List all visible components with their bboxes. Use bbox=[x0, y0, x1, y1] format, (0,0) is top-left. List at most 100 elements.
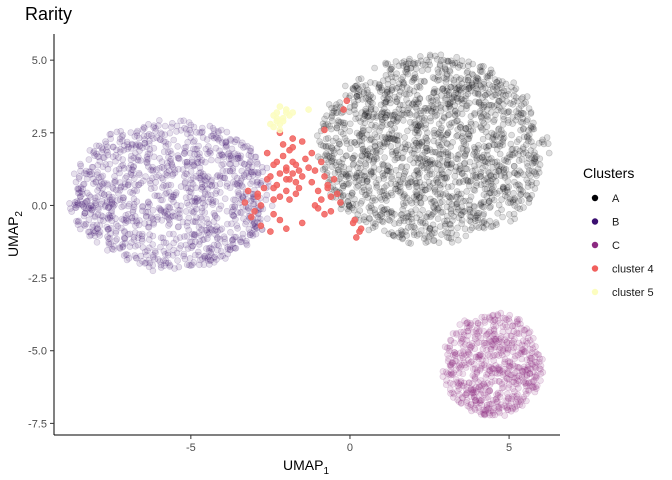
point-b bbox=[149, 163, 156, 171]
point-a bbox=[424, 66, 432, 73]
point-a bbox=[513, 113, 521, 120]
point-a bbox=[471, 203, 478, 211]
point-a bbox=[456, 166, 464, 173]
point-a bbox=[463, 188, 471, 195]
point-a bbox=[507, 199, 514, 206]
point-a bbox=[343, 152, 350, 159]
point-a bbox=[429, 203, 437, 211]
point-a bbox=[523, 118, 531, 125]
point-a bbox=[459, 197, 467, 205]
point-a bbox=[381, 133, 389, 141]
point-a bbox=[493, 162, 501, 169]
point-cluster-5 bbox=[279, 117, 287, 125]
point-a bbox=[374, 213, 382, 221]
point-a bbox=[384, 192, 392, 200]
legend-key-c bbox=[591, 241, 599, 249]
point-a bbox=[381, 109, 388, 116]
point-a bbox=[327, 125, 335, 133]
point-a bbox=[366, 153, 374, 160]
point-a bbox=[362, 107, 370, 115]
point-a bbox=[341, 125, 348, 132]
point-a bbox=[480, 103, 488, 111]
point-b bbox=[77, 167, 84, 175]
point-a bbox=[335, 138, 343, 145]
point-a bbox=[499, 92, 507, 99]
point-a bbox=[530, 119, 537, 127]
point-a bbox=[452, 163, 460, 171]
point-a bbox=[406, 156, 414, 163]
point-a bbox=[517, 109, 525, 117]
point-c bbox=[518, 348, 526, 355]
point-a bbox=[454, 110, 461, 117]
point-a bbox=[395, 219, 403, 227]
point-a bbox=[382, 61, 390, 68]
point-a bbox=[437, 51, 445, 59]
point-b bbox=[133, 187, 141, 194]
point-a bbox=[359, 124, 367, 132]
point-a bbox=[357, 200, 365, 207]
point-a bbox=[423, 173, 431, 181]
point-a bbox=[453, 53, 461, 61]
point-a bbox=[458, 133, 466, 140]
point-a bbox=[405, 179, 412, 187]
point-cluster-4 bbox=[327, 193, 335, 200]
point-a bbox=[510, 98, 518, 105]
point-c bbox=[473, 324, 481, 332]
point-a bbox=[434, 130, 442, 138]
point-b bbox=[208, 132, 215, 140]
point-a bbox=[363, 86, 371, 94]
point-a bbox=[474, 89, 482, 96]
point-cluster-4 bbox=[292, 190, 300, 198]
point-a bbox=[487, 183, 495, 190]
point-b bbox=[205, 198, 213, 206]
point-a bbox=[403, 69, 410, 76]
point-a bbox=[457, 190, 465, 198]
point-a bbox=[367, 202, 375, 209]
point-a bbox=[422, 239, 430, 246]
point-a bbox=[403, 65, 411, 72]
point-a bbox=[480, 224, 488, 232]
point-a bbox=[443, 131, 451, 138]
point-a bbox=[453, 200, 461, 208]
point-b bbox=[93, 239, 101, 246]
point-a bbox=[469, 172, 477, 179]
point-a bbox=[431, 52, 439, 60]
point-a bbox=[421, 232, 429, 239]
y-tick-label: 0.0 bbox=[32, 200, 47, 212]
point-a bbox=[484, 175, 491, 182]
point-a bbox=[434, 190, 441, 198]
point-a bbox=[490, 118, 498, 125]
point-a bbox=[373, 114, 380, 121]
point-b bbox=[239, 183, 246, 191]
point-a bbox=[417, 217, 425, 224]
point-c bbox=[446, 344, 454, 352]
point-a bbox=[503, 193, 511, 201]
point-cluster-4 bbox=[286, 196, 293, 203]
point-a bbox=[434, 139, 442, 146]
point-c bbox=[510, 374, 518, 381]
point-a bbox=[384, 162, 392, 170]
point-a bbox=[413, 112, 421, 119]
point-a bbox=[383, 166, 391, 174]
point-b bbox=[110, 143, 117, 151]
point-a bbox=[346, 145, 354, 152]
point-a bbox=[413, 92, 421, 99]
point-a bbox=[498, 89, 505, 96]
point-a bbox=[413, 139, 420, 147]
point-a bbox=[481, 185, 489, 192]
point-a bbox=[508, 83, 515, 91]
point-a bbox=[461, 95, 469, 102]
point-a bbox=[496, 104, 503, 111]
point-a bbox=[412, 103, 419, 111]
point-b bbox=[97, 182, 104, 190]
point-a bbox=[436, 223, 444, 230]
point-c bbox=[444, 351, 451, 358]
point-c bbox=[511, 388, 518, 395]
point-a bbox=[404, 141, 412, 149]
point-a bbox=[462, 232, 470, 240]
point-a bbox=[388, 229, 395, 236]
point-a bbox=[365, 156, 373, 164]
point-a bbox=[371, 206, 379, 213]
point-a bbox=[380, 184, 388, 191]
point-c bbox=[499, 328, 507, 336]
